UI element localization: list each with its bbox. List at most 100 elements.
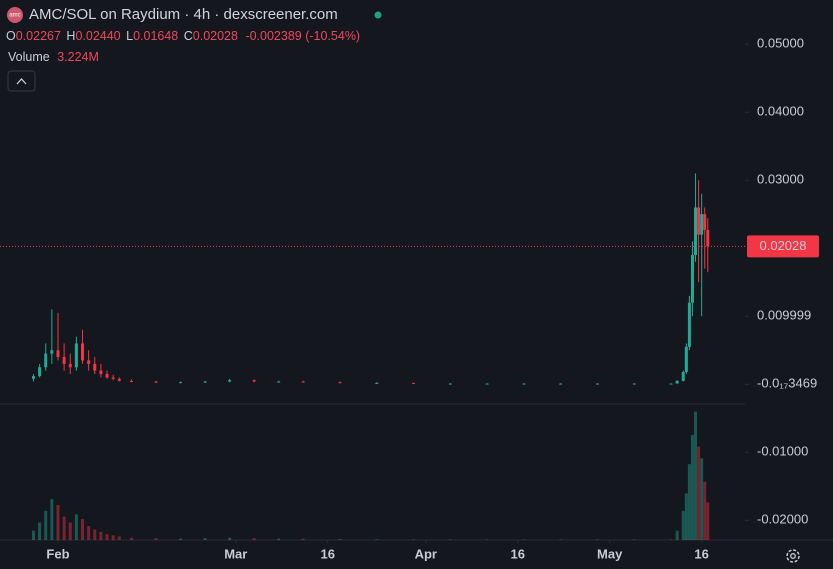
volume-bar [375, 539, 379, 540]
last-price-label: 0.02028 [760, 238, 807, 253]
candle-body [694, 207, 698, 256]
settings-button[interactable] [786, 549, 800, 563]
volume-value: 3.224M [57, 50, 99, 64]
candle-body [252, 380, 256, 382]
candle-body [74, 343, 78, 368]
ohlc-key: L [126, 29, 133, 43]
volume-bar [93, 529, 97, 540]
volume-bar [694, 411, 698, 540]
candle-body [703, 214, 707, 230]
volume-bar [681, 510, 685, 540]
volume-bar [690, 435, 694, 540]
candle-body [87, 360, 91, 364]
volume-bar [684, 493, 688, 540]
candle-body [130, 380, 134, 382]
y-tick-label: -0.0₁₇3469 [757, 376, 817, 391]
candle-body [228, 380, 232, 382]
gear-outer [786, 549, 800, 563]
candle-body [50, 350, 54, 354]
candle-body [485, 383, 489, 385]
logo-text: amc [9, 13, 20, 19]
candle-body [697, 207, 701, 235]
volume-bar [687, 464, 691, 540]
candle-body [203, 381, 207, 383]
collapse-button[interactable] [7, 70, 36, 92]
candle-body [412, 382, 416, 384]
volume-bar [74, 514, 78, 540]
candle-body [559, 383, 563, 385]
y-tick-label: 0.009999 [757, 308, 811, 323]
candle-body [632, 383, 636, 385]
candle-body [68, 363, 72, 368]
volume-bar [81, 519, 85, 540]
candle-body [687, 302, 691, 347]
y-tick-label: 0.03000 [757, 172, 804, 187]
ohlc-value: 0.02440 [75, 29, 120, 43]
volume-bar [50, 499, 54, 540]
collapse-icon [16, 78, 27, 85]
volume-bar [277, 538, 281, 540]
volume-bar [31, 530, 35, 540]
y-tick-label: -0.02000 [757, 512, 808, 527]
volume-bar [252, 538, 256, 540]
volume-bar [87, 526, 91, 540]
ohlc-value: 0.02028 [193, 29, 238, 43]
x-tick-label: 16 [694, 546, 708, 561]
x-tick-label: Mar [224, 546, 247, 561]
candle-body [595, 383, 599, 385]
volume-bar [68, 522, 72, 540]
ohlc-value: 0.01648 [133, 29, 178, 43]
volume-bar [228, 537, 232, 540]
candle-body [338, 382, 342, 384]
candle-body [44, 353, 48, 368]
x-tick-label: Feb [46, 546, 69, 561]
volume-bar [706, 502, 710, 540]
candle-body [690, 255, 694, 303]
volume-bar [130, 537, 134, 540]
status-dot [374, 11, 382, 19]
candle-body [105, 374, 109, 378]
volume-bar [38, 522, 42, 540]
candle-body [681, 372, 685, 381]
x-tick-label: 16 [511, 546, 525, 561]
candle-body [179, 382, 183, 384]
gear-inner [790, 553, 796, 559]
candle-body [81, 343, 85, 361]
ohlc-legend: O0.02267 H0.02440 L0.01648 C0.02028 -0.0… [6, 29, 360, 43]
ohlc-value: 0.02267 [16, 29, 61, 43]
volume-bar [700, 458, 704, 540]
x-tick-label: May [597, 546, 623, 561]
candle-body [277, 381, 281, 383]
candle-body [700, 214, 704, 235]
volume-bar [338, 539, 342, 540]
candle-body [669, 383, 673, 385]
candle-body [301, 381, 305, 383]
logo [7, 7, 23, 23]
candle-body [117, 378, 121, 381]
y-tick-label: 0.04000 [757, 104, 804, 119]
ohlc-key: O [6, 29, 16, 43]
candle-body [56, 350, 60, 358]
candle-body [375, 382, 379, 384]
candle-body [38, 367, 42, 377]
volume-bar [111, 535, 115, 540]
ohlc-key: H [66, 29, 75, 43]
y-tick-label: -0.01000 [757, 444, 808, 459]
volume-bar [203, 538, 207, 540]
candle-body [706, 230, 710, 247]
chart-title: AMC/SOL on Raydium · 4h · dexscreener.co… [29, 6, 338, 23]
ohlc-key: C [184, 29, 193, 43]
volume-bar [154, 538, 158, 540]
candle-body [448, 383, 452, 385]
volume-bar [412, 539, 416, 540]
candle-body [93, 363, 97, 371]
volume-bar [675, 530, 679, 540]
volume-bar [697, 446, 701, 540]
volume-bar [179, 538, 183, 540]
candle-body [111, 377, 115, 379]
candle-body [62, 357, 66, 364]
volume-legend: Volume 3.224M [8, 50, 99, 64]
volume-bar [105, 534, 109, 540]
